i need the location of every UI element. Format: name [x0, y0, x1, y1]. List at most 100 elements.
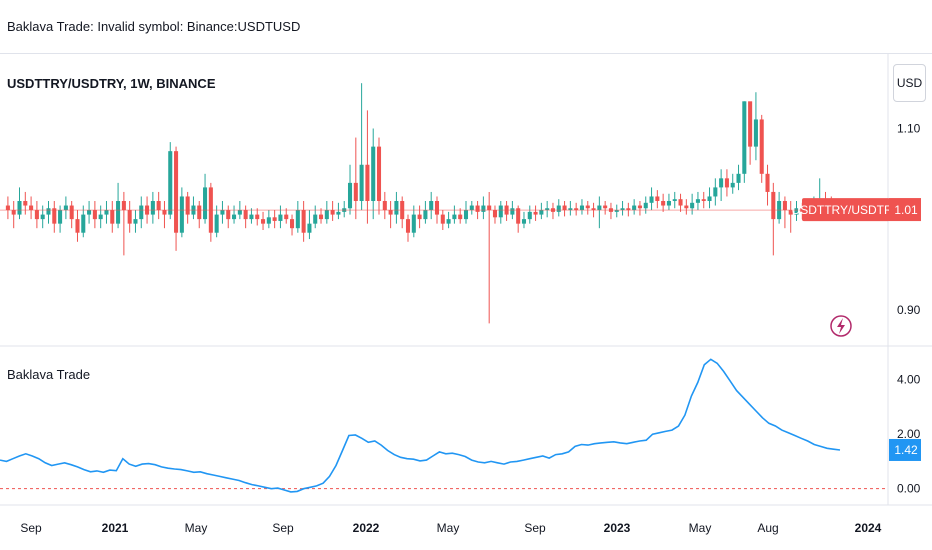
candle-body [684, 205, 689, 209]
candle-body [632, 205, 637, 211]
candle-body [440, 214, 445, 224]
candle-body [382, 201, 387, 211]
candle-body [469, 205, 474, 211]
candle-body [347, 182, 353, 209]
candle-body [29, 205, 34, 211]
candle-body [597, 205, 602, 211]
candle-body [661, 201, 666, 206]
candle-body [98, 214, 103, 220]
candle-body [753, 119, 758, 147]
candle-body [591, 208, 596, 211]
candle-body [156, 201, 161, 211]
candle-body [411, 214, 416, 233]
candle-body [371, 146, 376, 201]
candle-body [730, 182, 735, 188]
candle-body [521, 219, 527, 224]
candle-body [742, 101, 747, 174]
candle-body [562, 205, 567, 211]
candle-body [34, 210, 39, 220]
candle-body [556, 205, 561, 212]
candle-body [603, 205, 608, 209]
indicator-title: Baklava Trade [7, 367, 91, 382]
candle-body [92, 210, 97, 220]
candle-body [133, 219, 138, 224]
candle-body [313, 214, 318, 224]
candle-body [203, 187, 208, 220]
price-tick-label: 1.10 [897, 122, 921, 136]
candle-body [179, 196, 184, 233]
last-price-label: 1.01 [894, 203, 918, 217]
candle-body [446, 219, 451, 224]
candle-body [614, 210, 619, 212]
candle-body [707, 196, 712, 201]
candle-body [220, 210, 225, 215]
candle-body [116, 201, 121, 224]
candle-body [759, 119, 764, 174]
candle-body [162, 210, 167, 215]
candle-body [475, 205, 480, 212]
candle-body [516, 208, 521, 224]
time-tick-label: 2022 [353, 521, 380, 535]
candle-body [330, 210, 335, 215]
candle-body [104, 210, 109, 215]
candle-body [533, 211, 538, 215]
candle-body [353, 182, 358, 201]
candle-body [278, 214, 283, 221]
candle-body [649, 196, 654, 203]
candle-body [232, 214, 237, 220]
candle-body [17, 201, 22, 215]
candle-body [226, 210, 231, 220]
indicator-error-bar: Baklava Trade: Invalid symbol: Binance:U… [0, 0, 932, 54]
candle-body [481, 205, 486, 212]
candle-body [150, 201, 155, 215]
time-tick-label: May [689, 521, 712, 535]
candle-body [23, 201, 28, 206]
candle-body [463, 210, 469, 220]
candle-body [307, 223, 312, 233]
candle-body [40, 214, 45, 220]
price-tick-label: 0.90 [897, 303, 921, 317]
time-tick-label: 2021 [102, 521, 129, 535]
candle-body [666, 201, 671, 206]
time-tick-label: May [437, 521, 460, 535]
indicator-error-text: Baklava Trade: Invalid symbol: Binance:U… [7, 19, 301, 34]
last-symbol-label: USDTTRY/USDTRY [792, 203, 901, 217]
candle-body [678, 199, 683, 206]
candle-body [139, 205, 144, 220]
candle-body [626, 208, 631, 211]
candle-body [487, 205, 492, 211]
candle-body [545, 208, 550, 211]
candle-body [87, 210, 92, 215]
candle-body [434, 201, 440, 215]
candle-body [748, 101, 753, 147]
candle-body [237, 210, 242, 215]
candle-body [336, 211, 341, 215]
indicator-tick-label: 2.00 [897, 427, 921, 441]
candle-body [719, 178, 724, 188]
candle-body [643, 202, 648, 209]
candle-body [429, 201, 434, 211]
time-tick-label: 2023 [604, 521, 631, 535]
indicator-tick-label: 0.00 [897, 482, 921, 496]
candle-body [574, 208, 579, 211]
candle-body [58, 210, 63, 224]
candle-body [405, 219, 411, 233]
candle-body [510, 208, 515, 215]
candle-body [295, 210, 300, 229]
indicator-line [0, 358, 841, 493]
candle-body [794, 208, 799, 215]
candle-body [695, 199, 700, 203]
candle-body [284, 214, 289, 220]
candle-body [782, 201, 787, 211]
candle-body [452, 214, 457, 220]
candle-body [121, 201, 126, 211]
currency-button[interactable]: USD [893, 64, 926, 102]
candle-body [81, 214, 86, 233]
indicator-last-label: 1.42 [894, 443, 918, 457]
candle-body [423, 210, 428, 220]
candle-body [272, 217, 277, 221]
candle-body [539, 210, 544, 215]
time-tick-label: May [185, 521, 208, 535]
candle-body [11, 210, 16, 215]
